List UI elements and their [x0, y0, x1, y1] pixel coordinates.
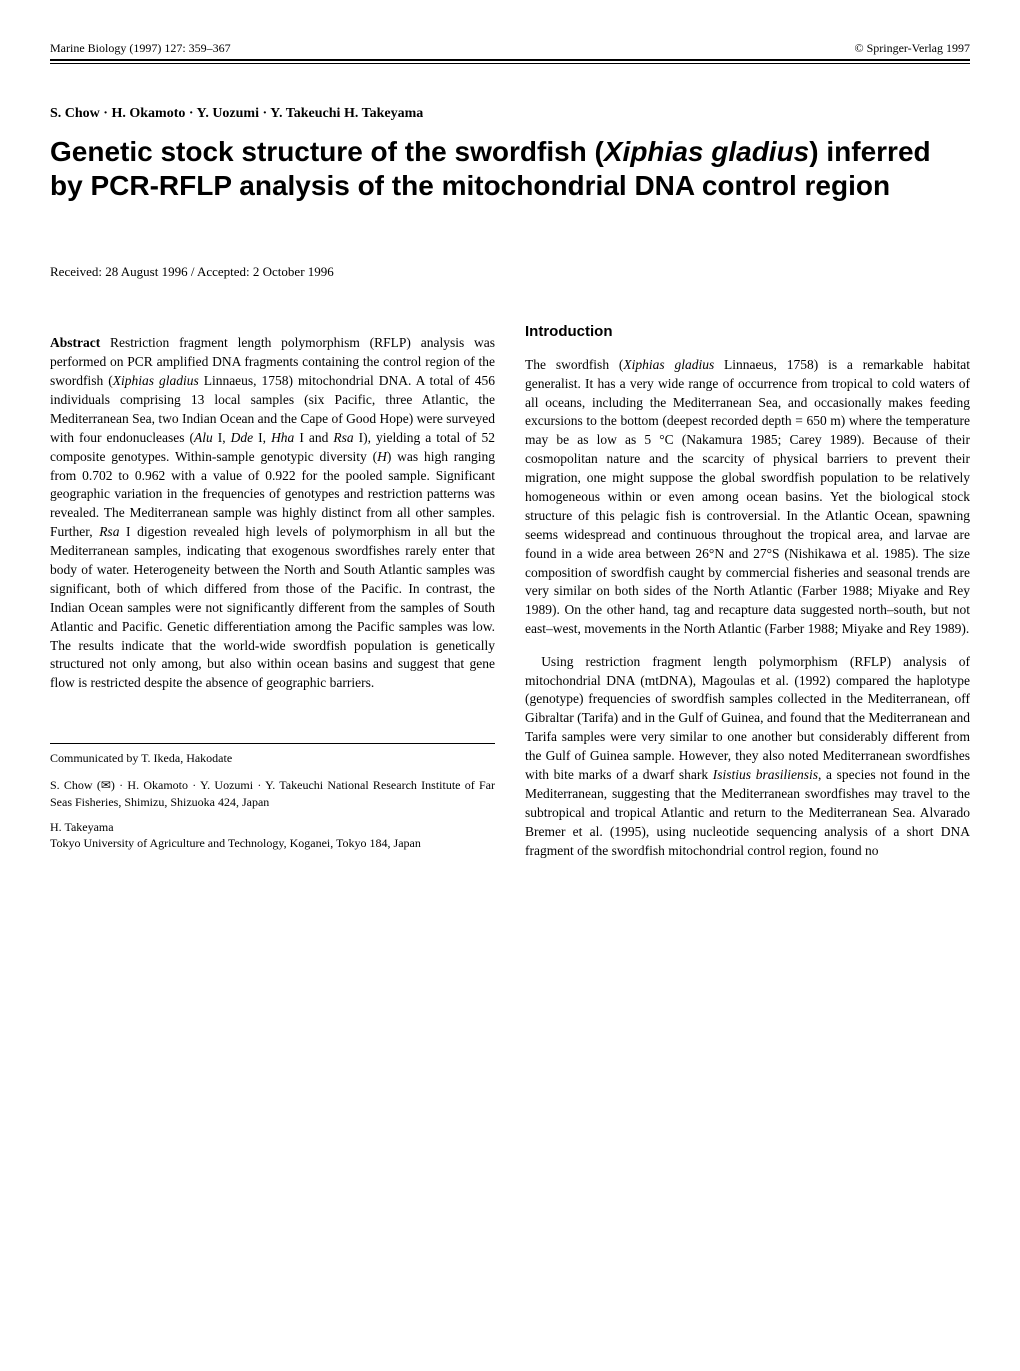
- intro-p1-species: Xiphias gladius: [623, 357, 714, 372]
- abstract-enzyme-5: Rsa: [99, 524, 119, 539]
- abstract-label: Abstract: [50, 335, 100, 350]
- communicated-by: Communicated by T. Ikeda, Hakodate: [50, 750, 495, 767]
- authors: S. Chow · H. Okamoto · Y. Uozumi · Y. Ta…: [50, 104, 970, 124]
- intro-paragraph-2: Using restriction fragment length polymo…: [525, 653, 970, 861]
- intro-paragraph-1: The swordfish (Xiphias gladius Linnaeus,…: [525, 356, 970, 639]
- intro-p1-a: The swordfish (: [525, 357, 623, 372]
- abstract-enzyme-4: Rsa: [333, 430, 353, 445]
- abstract-text-8: I digestion revealed high levels of poly…: [50, 524, 495, 690]
- abstract-paragraph: Abstract Restriction fragment length pol…: [50, 334, 495, 693]
- aff2-address: Tokyo University of Agriculture and Tech…: [50, 835, 495, 852]
- intro-p2-a: Using restriction fragment length polymo…: [525, 654, 970, 782]
- left-column: Abstract Restriction fragment length pol…: [50, 321, 495, 874]
- abstract-enzyme-3: Hha: [271, 430, 294, 445]
- abstract-enzyme-2: Dde: [231, 430, 254, 445]
- footer-rule: [50, 743, 495, 744]
- affiliation-1: S. Chow (✉) · H. Okamoto · Y. Uozumi · Y…: [50, 777, 495, 811]
- aff2-name: H. Takeyama: [50, 819, 495, 836]
- abstract-text-5: I and: [294, 430, 333, 445]
- two-column-layout: Abstract Restriction fragment length pol…: [50, 321, 970, 874]
- abstract-species-1: Xiphias gladius: [113, 373, 199, 388]
- abstract-text-4: I,: [253, 430, 271, 445]
- abstract-symbol-h: H: [377, 449, 387, 464]
- intro-p1-b: Linnaeus, 1758) is a remarkable habitat …: [525, 357, 970, 636]
- introduction-heading: Introduction: [525, 321, 970, 342]
- copyright: © Springer-Verlag 1997: [854, 40, 970, 57]
- intro-p2-species: Isistius brasiliensis: [713, 767, 818, 782]
- abstract-text-3: I,: [213, 430, 231, 445]
- received-accepted: Received: 28 August 1996 / Accepted: 2 O…: [50, 263, 970, 281]
- header-rule: [50, 63, 970, 64]
- abstract-enzyme-1: Alu: [194, 430, 213, 445]
- right-column: Introduction The swordfish (Xiphias glad…: [525, 321, 970, 874]
- title-prefix: Genetic stock structure of the swordfish…: [50, 136, 604, 167]
- article-title: Genetic stock structure of the swordfish…: [50, 135, 970, 202]
- journal-info: Marine Biology (1997) 127: 359–367: [50, 40, 231, 57]
- header-bar: Marine Biology (1997) 127: 359–367 © Spr…: [50, 40, 970, 61]
- affiliation-2: H. Takeyama Tokyo University of Agricult…: [50, 819, 495, 853]
- title-species: Xiphias gladius: [604, 136, 809, 167]
